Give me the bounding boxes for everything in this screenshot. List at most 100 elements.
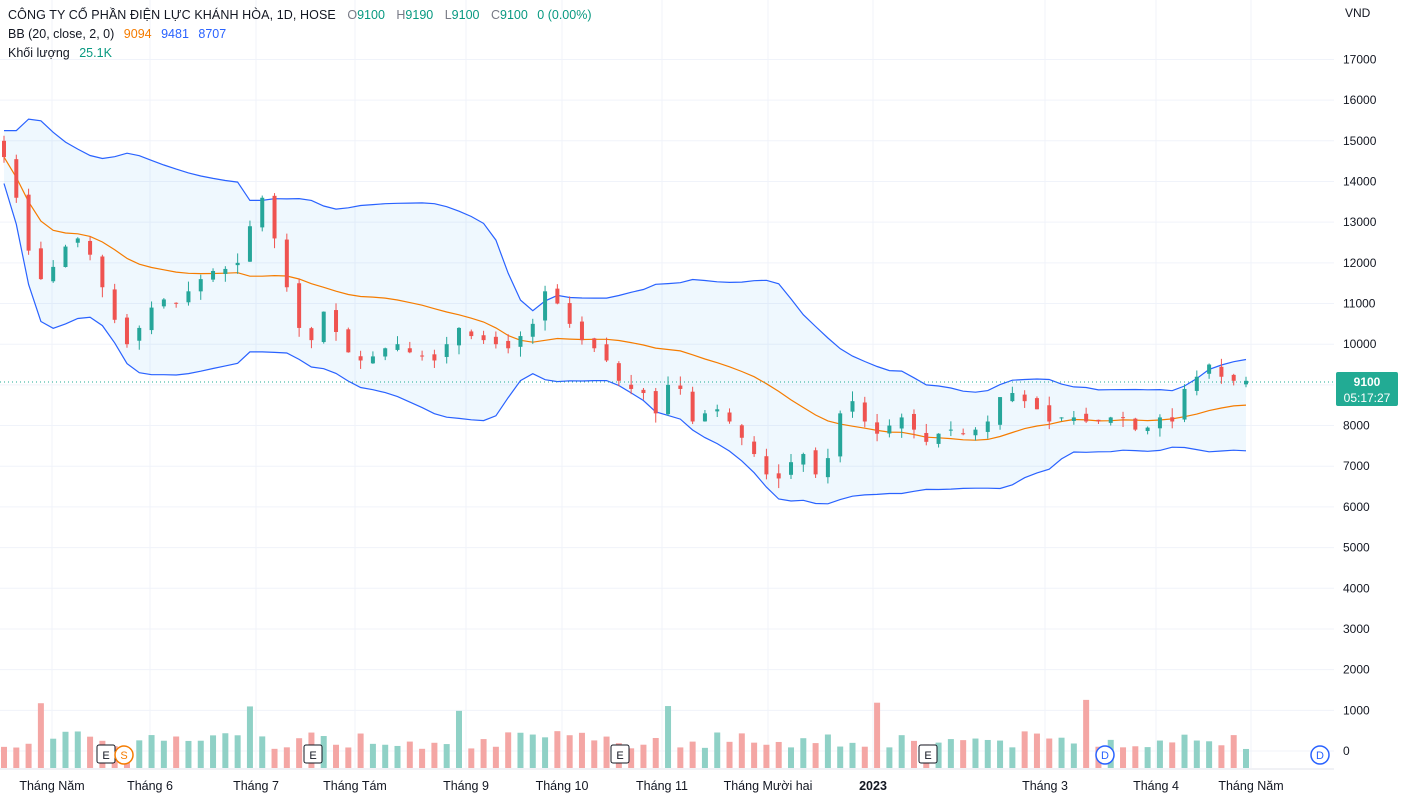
volume-bar [640,744,647,768]
symbol-title: CÔNG TY CỔ PHẦN ĐIỆN LỰC KHÁNH HÒA, 1D, … [8,8,336,22]
volume-bar [1132,746,1139,768]
bb-mid-value: 9094 [123,27,152,41]
volume-bar [554,731,561,768]
candle-body [1145,427,1150,432]
candle-body [678,385,683,389]
x-tick-label: Tháng Năm [1218,779,1283,793]
marker-label: D [1316,750,1324,762]
candle-body [1194,376,1199,391]
candle-body [543,291,548,321]
volume-bar [837,746,844,768]
candle-body [924,432,929,442]
volume-bar [492,746,499,768]
candle-body [334,310,339,332]
x-tick-label: Tháng 6 [127,779,173,793]
volume-bar [406,741,413,768]
currency-label: VND [1345,6,1371,20]
volume-bar [726,741,733,768]
volume-bar [689,741,696,768]
candle-body [432,354,437,361]
volume-bar [886,747,893,768]
volume-bar [997,740,1004,768]
volume-bar [947,739,954,768]
open-label: O [347,8,358,22]
volume-bar [517,732,524,768]
volume-bar [468,748,475,768]
candle-body [850,401,855,412]
high-label: H [396,8,406,22]
legend-bb-row: BB (20, close, 2, 0) 9094 9481 8707 [8,25,592,44]
volume-bar [1058,737,1065,768]
candle-body [1244,380,1248,385]
bb-lower-value: 8707 [198,27,227,41]
volume-bar [849,742,856,768]
countdown-timer: 05:17:27 [1343,391,1391,405]
last-price-tag: 9100 05:17:27 [1336,372,1398,406]
candle-body [2,140,6,158]
volume-bar [1083,699,1090,768]
volume-bar [185,740,192,768]
candle-body [407,348,412,353]
volume-bar [874,702,881,768]
volume-bar [751,742,758,768]
open-value: 9100 [357,8,385,22]
candle-body [88,240,93,255]
candle-body [530,323,535,337]
y-tick-label: 8000 [1343,419,1370,433]
volume-bar [259,736,266,768]
candle-body [211,270,216,280]
volume-bar [333,744,340,768]
volume-bar [345,747,352,768]
volume-bar [357,733,364,768]
earnings-marker [303,744,323,764]
volume-label: Khối lượng [8,46,70,60]
x-tick-label: Tháng 7 [233,779,279,793]
last-price: 9100 [1353,375,1381,389]
candle-body [985,421,990,432]
time-axis: Tháng Năm Tháng 6 Tháng 7 Tháng Tám Tháng 9 T… [19,779,1283,793]
candle-body [776,473,781,479]
y-tick-label: 10000 [1343,337,1377,351]
candle-body [764,456,769,475]
volume-bar [296,738,303,768]
candle-body [887,425,892,434]
candle-body [346,329,351,353]
volume-bar [1206,741,1213,768]
price-axis: 0 1000 2000 3000 4000 5000 6000 7000 8000 10000 11… [1343,52,1377,758]
volume-bar [431,742,438,768]
volume-bar [935,742,942,768]
candle-body [567,303,572,324]
volume-bar [1169,742,1176,768]
candle-body [235,262,240,266]
volume-bar [566,735,573,768]
volume-bar [1046,738,1053,768]
volume-bar [25,743,32,768]
volume-bar [136,740,143,768]
candle-body [752,441,757,455]
volume-bar [173,736,180,768]
volume-bar [87,736,94,768]
candle-body [321,311,326,343]
y-tick-label: 7000 [1343,459,1370,473]
marker-label: E [616,750,623,762]
marker-label: E [102,750,109,762]
volume-bar [591,740,598,768]
volume-bar [1033,733,1040,768]
volume-bar [701,747,708,768]
earnings-marker [610,744,630,764]
dividend-marker [1095,745,1115,765]
candle-body [493,336,498,345]
volume-bar [1144,747,1151,768]
volume-bar [1021,731,1028,768]
candle-body [26,194,31,251]
candle-body [297,283,302,328]
candle-body [75,238,80,243]
y-tick-label: 0 [1343,744,1350,758]
y-tick-label: 5000 [1343,541,1370,555]
candle-body [260,197,265,228]
chart-legend: CÔNG TY CỔ PHẦN ĐIỆN LỰC KHÁNH HÒA, 1D, … [8,6,592,63]
candle-body [813,450,818,475]
volume-bar [443,744,450,768]
volume-bar [1,746,7,768]
